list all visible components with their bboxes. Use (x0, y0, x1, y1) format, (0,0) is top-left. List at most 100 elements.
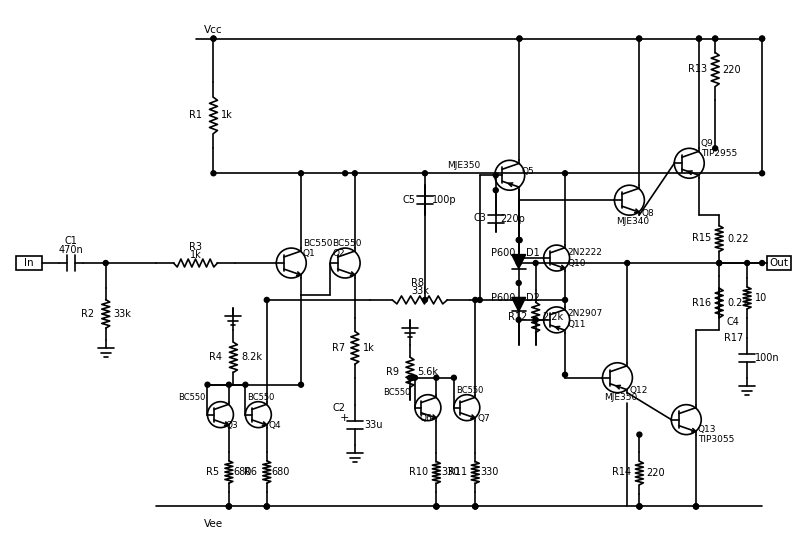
Circle shape (717, 261, 722, 266)
Circle shape (759, 36, 765, 41)
Text: R7: R7 (332, 343, 346, 353)
Text: 220: 220 (722, 65, 741, 75)
Circle shape (226, 504, 231, 509)
Circle shape (226, 504, 231, 509)
Text: R3: R3 (189, 242, 202, 252)
Text: 33k: 33k (114, 309, 132, 319)
Circle shape (713, 146, 718, 151)
Circle shape (473, 298, 478, 302)
Polygon shape (512, 298, 526, 311)
Text: Vcc: Vcc (204, 25, 222, 35)
Circle shape (517, 238, 522, 243)
Text: C4: C4 (726, 317, 739, 327)
Text: 470n: 470n (58, 245, 83, 255)
Circle shape (517, 36, 522, 41)
Text: 8.2k: 8.2k (242, 352, 262, 362)
Circle shape (473, 504, 478, 509)
Text: R9: R9 (386, 367, 398, 377)
Text: 33k: 33k (411, 286, 429, 296)
Circle shape (697, 36, 702, 41)
Text: D2: D2 (526, 293, 539, 303)
Circle shape (759, 171, 765, 176)
Circle shape (352, 171, 358, 176)
Text: R15: R15 (692, 233, 711, 243)
Text: 100n: 100n (755, 353, 780, 363)
Text: 1k: 1k (363, 343, 374, 353)
Text: Q7: Q7 (478, 414, 490, 423)
Text: 5.6k: 5.6k (417, 367, 438, 377)
Text: Q10: Q10 (567, 259, 586, 267)
Circle shape (413, 376, 418, 380)
Text: C5: C5 (402, 195, 415, 205)
Circle shape (516, 261, 521, 266)
Circle shape (625, 261, 630, 266)
Text: 680: 680 (272, 467, 290, 477)
Circle shape (264, 298, 270, 302)
Circle shape (494, 173, 498, 178)
Text: C3: C3 (474, 213, 486, 223)
Text: +: + (340, 413, 350, 423)
Text: 220: 220 (646, 468, 665, 478)
Circle shape (562, 171, 567, 176)
Circle shape (694, 504, 698, 509)
Text: R5: R5 (206, 467, 219, 477)
Circle shape (533, 317, 538, 322)
Text: Q13: Q13 (698, 425, 717, 434)
Circle shape (103, 261, 108, 266)
Text: In: In (24, 258, 34, 268)
Text: MJE340: MJE340 (617, 217, 650, 226)
Text: BC550: BC550 (456, 386, 483, 395)
Circle shape (451, 376, 456, 380)
Circle shape (637, 432, 642, 437)
Text: 100p: 100p (432, 195, 457, 205)
Text: 0.22: 0.22 (727, 298, 749, 308)
Text: R8: R8 (411, 278, 424, 288)
Text: 330: 330 (480, 468, 498, 478)
Text: R14: R14 (612, 468, 631, 478)
Circle shape (759, 261, 765, 266)
Circle shape (516, 281, 521, 285)
Text: R13: R13 (688, 64, 707, 74)
Circle shape (637, 504, 642, 509)
Circle shape (694, 504, 698, 509)
Text: Q12: Q12 (629, 386, 647, 395)
Circle shape (422, 298, 427, 302)
Circle shape (516, 238, 521, 243)
Text: MJE350: MJE350 (447, 161, 480, 170)
Text: R16: R16 (692, 298, 710, 308)
Text: Q4: Q4 (269, 421, 282, 430)
Text: R1: R1 (189, 110, 202, 120)
Text: Q6: Q6 (420, 414, 433, 423)
Text: 220p: 220p (501, 214, 526, 223)
Circle shape (264, 504, 270, 509)
Text: Q9: Q9 (701, 139, 714, 148)
Text: Q8: Q8 (641, 209, 654, 217)
Circle shape (717, 261, 722, 266)
Circle shape (637, 36, 642, 41)
Text: R4: R4 (209, 352, 222, 362)
Text: D1: D1 (526, 248, 539, 258)
Text: 2N2907: 2N2907 (567, 310, 602, 318)
Text: R10: R10 (409, 468, 428, 478)
Circle shape (517, 36, 522, 41)
Circle shape (478, 298, 482, 302)
Text: 1k: 1k (190, 250, 202, 260)
Circle shape (434, 504, 439, 509)
Text: Q2: Q2 (332, 249, 345, 257)
Text: C1: C1 (64, 236, 78, 246)
Circle shape (562, 372, 567, 377)
Text: Out: Out (770, 258, 789, 268)
Circle shape (226, 504, 231, 509)
Text: R2: R2 (82, 309, 94, 319)
Circle shape (264, 504, 270, 509)
Text: P600: P600 (490, 248, 515, 258)
Text: R11: R11 (448, 468, 467, 478)
Text: C2: C2 (333, 402, 346, 413)
Text: TIP3055: TIP3055 (698, 435, 734, 444)
Text: R17: R17 (723, 333, 742, 343)
Circle shape (637, 36, 642, 41)
Text: 1k: 1k (221, 110, 232, 120)
Text: BC550: BC550 (332, 239, 362, 248)
Text: 10: 10 (755, 293, 767, 303)
Circle shape (637, 504, 642, 509)
